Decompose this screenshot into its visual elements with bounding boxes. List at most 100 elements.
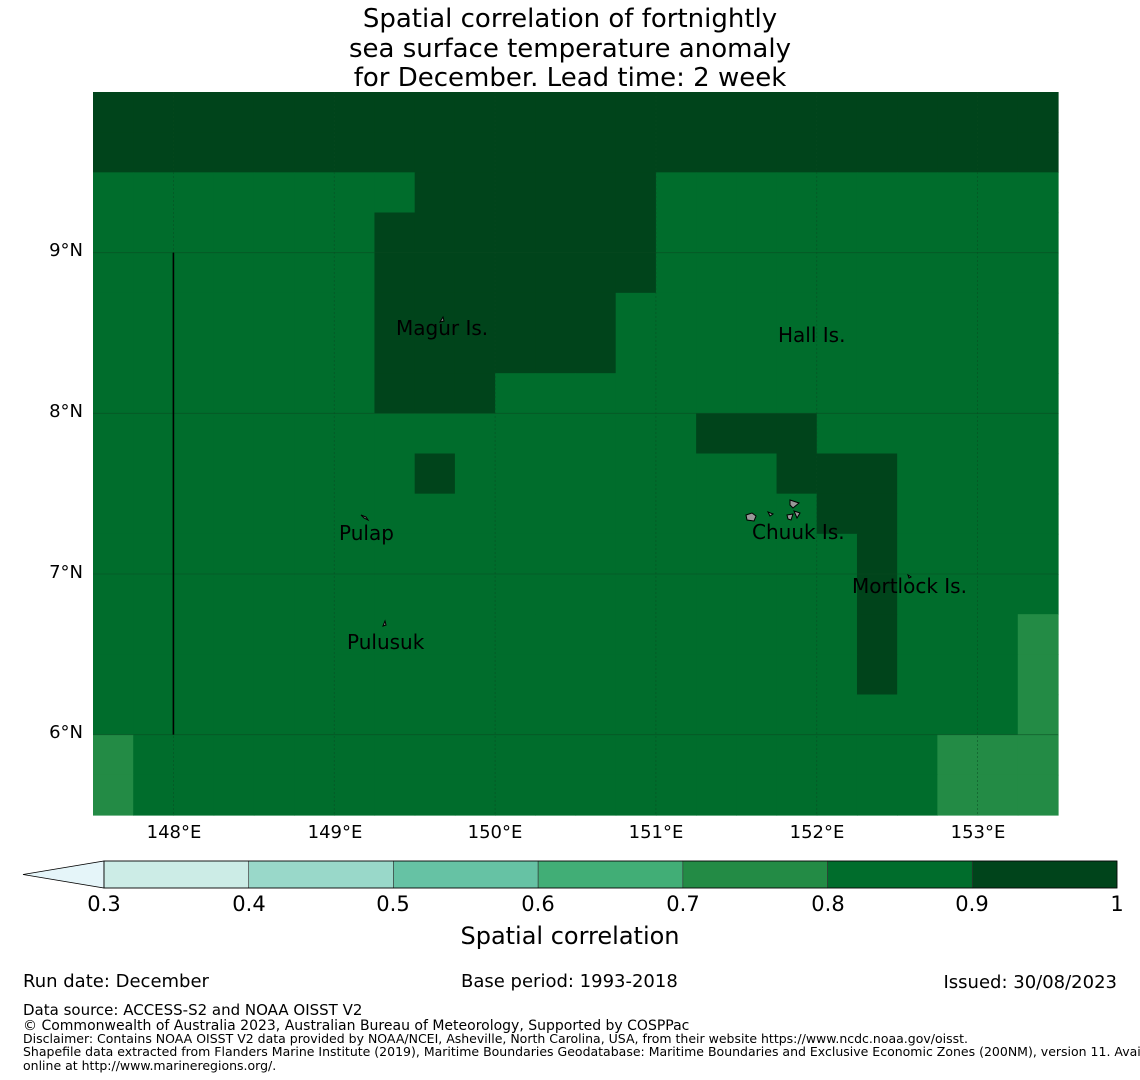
grid-cell [897,654,938,696]
grid-cell [977,373,1019,414]
grid-cell [736,734,778,776]
grid-cell [856,533,898,575]
grid-cell [897,493,938,535]
grid-cell [374,212,416,254]
grid-cell [776,654,818,696]
grid-cell [1017,333,1059,374]
run-date: Run date: December [23,971,209,992]
lon-label-153e: 153°E [950,822,1006,843]
grid-cell [575,774,617,816]
grid-cell [93,734,134,776]
colorbar-extend-arrow [22,860,105,889]
grid-cell [897,172,938,214]
grid-cell [1017,92,1059,133]
grid-cell [414,92,456,133]
grid-cell [856,694,898,736]
grid-cell [816,373,858,414]
grid-cell [213,373,255,414]
grid-cell [535,292,577,334]
grid-cell [213,574,255,615]
grid-cell [253,694,295,736]
grid-cell [816,574,858,615]
grid-cell [1017,212,1059,254]
grid-cell [816,292,858,334]
grid-cell [897,694,938,736]
grid-cell [696,614,737,655]
grid-cell [615,694,657,736]
grid-cell [615,453,657,495]
grid-cell [133,533,175,575]
grid-cell [213,333,255,374]
grid-cell [736,533,778,575]
grid-cell [615,292,657,334]
grid-cell [495,252,536,294]
grid-cell [535,333,577,374]
grid-cell [374,92,416,133]
grid-cell [1017,413,1059,455]
grid-cell [173,333,215,374]
grid-cell [173,654,215,696]
grid-cell [615,654,657,696]
grid-cell [655,533,697,575]
grid-cell [816,493,858,535]
grid-cell [334,734,376,776]
grid-cell [253,92,295,133]
grid-cell [414,132,456,173]
grid-cell [535,614,577,655]
grid-cell [816,614,858,655]
grid-cell [897,333,938,374]
grid-cell [615,574,657,615]
grid-cell [213,413,255,455]
grid-cell [575,413,617,455]
grid-cell [816,333,858,374]
grid-cell [294,252,335,294]
grid-cell [93,132,134,173]
grid-cell [535,453,577,495]
grid-cell [334,92,376,133]
grid-cell [535,172,577,214]
grid-cell [374,453,416,495]
grid-cell [1017,172,1059,214]
grid-cell [816,734,858,776]
grid-cell [535,92,577,133]
island-shape-magur [438,315,445,323]
grid-cell [495,92,536,133]
grid-cell [937,734,979,776]
colorbar-tick-1: 1 [1110,892,1124,916]
grid-cell [93,774,134,816]
grid-cell [535,774,577,816]
grid-cell [414,694,456,736]
grid-cell [334,614,376,655]
grid-cell [495,533,536,575]
grid-cell [575,614,617,655]
place-label-magur: Magur Is. [396,316,489,340]
colorbar-tick-0-5: 0.5 [376,892,410,916]
grid-cell [93,252,134,294]
grid-cell [977,252,1019,294]
grid-cell [414,574,456,615]
shapefile-credit-line-1: Shapefile data extracted from Flanders M… [23,1044,1140,1059]
grid-cell [133,574,175,615]
grid-cell [615,493,657,535]
grid-cell [575,654,617,696]
grid-cell [736,333,778,374]
grid-cell [173,574,215,615]
grid-cell [213,533,255,575]
grid-cell [977,132,1019,173]
grid-cell [414,333,456,374]
grid-cell [615,252,657,294]
grid-cell [173,533,215,575]
grid-cell [897,252,938,294]
grid-cell [776,694,818,736]
grid-cell [575,132,617,173]
grid-cell [816,453,858,495]
grid-cell [93,172,134,214]
grid-cell [655,92,697,133]
grid-cell [776,574,818,615]
lat-label-8n: 8°N [49,401,83,422]
grid-cell [977,694,1019,736]
grid-cell [856,774,898,816]
grid-cell [977,212,1019,254]
grid-cell [495,292,536,334]
grid-cell [696,292,737,334]
